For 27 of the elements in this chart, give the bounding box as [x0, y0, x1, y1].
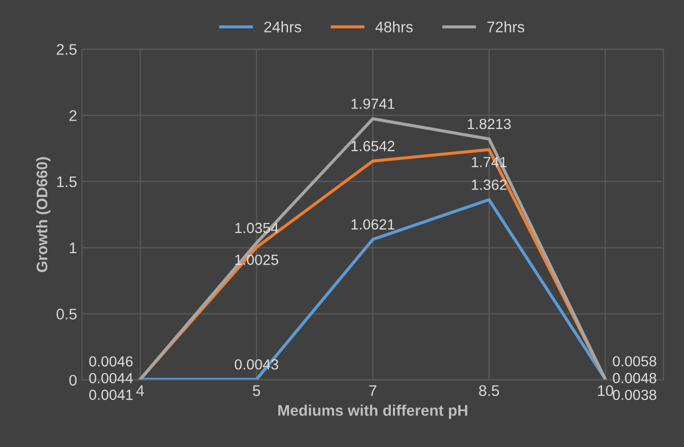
data-label: 0.0041 [89, 390, 133, 400]
y-axis-title: Growth (OD660) [36, 157, 50, 272]
data-label: 0.0058 [612, 356, 656, 366]
x-tick-label: 5 [252, 385, 260, 396]
legend-label: 48hrs [375, 21, 413, 32]
data-label: 1.8213 [468, 118, 511, 130]
data-label: 0.0048 [612, 372, 656, 384]
y-tick-label: 1 [70, 242, 76, 254]
legend-label: 72hrs [487, 21, 524, 32]
x-tick-label: 4 [136, 385, 144, 396]
y-tick-label: 2 [69, 110, 76, 121]
x-tick-label: 8.5 [479, 385, 500, 396]
x-axis-title: Mediums with different pH [278, 404, 468, 419]
legend-label: 24hrs [264, 21, 302, 32]
data-label: 1.0621 [352, 219, 394, 230]
x-tick-label: 10 [598, 385, 614, 396]
y-tick-label: 2.5 [56, 44, 77, 55]
data-label: 1.9741 [352, 98, 394, 109]
data-label: 0.0046 [89, 356, 133, 367]
x-tick-label: 7 [369, 385, 376, 396]
data-label: 0.0038 [612, 390, 656, 400]
y-tick-label: 0 [69, 374, 77, 386]
y-tick-label: 1.5 [57, 176, 77, 188]
data-label: 1.362 [472, 180, 507, 190]
data-label: 0.0044 [89, 372, 133, 384]
y-tick-label: 0.5 [56, 308, 77, 320]
data-label: 1.6542 [352, 140, 394, 152]
